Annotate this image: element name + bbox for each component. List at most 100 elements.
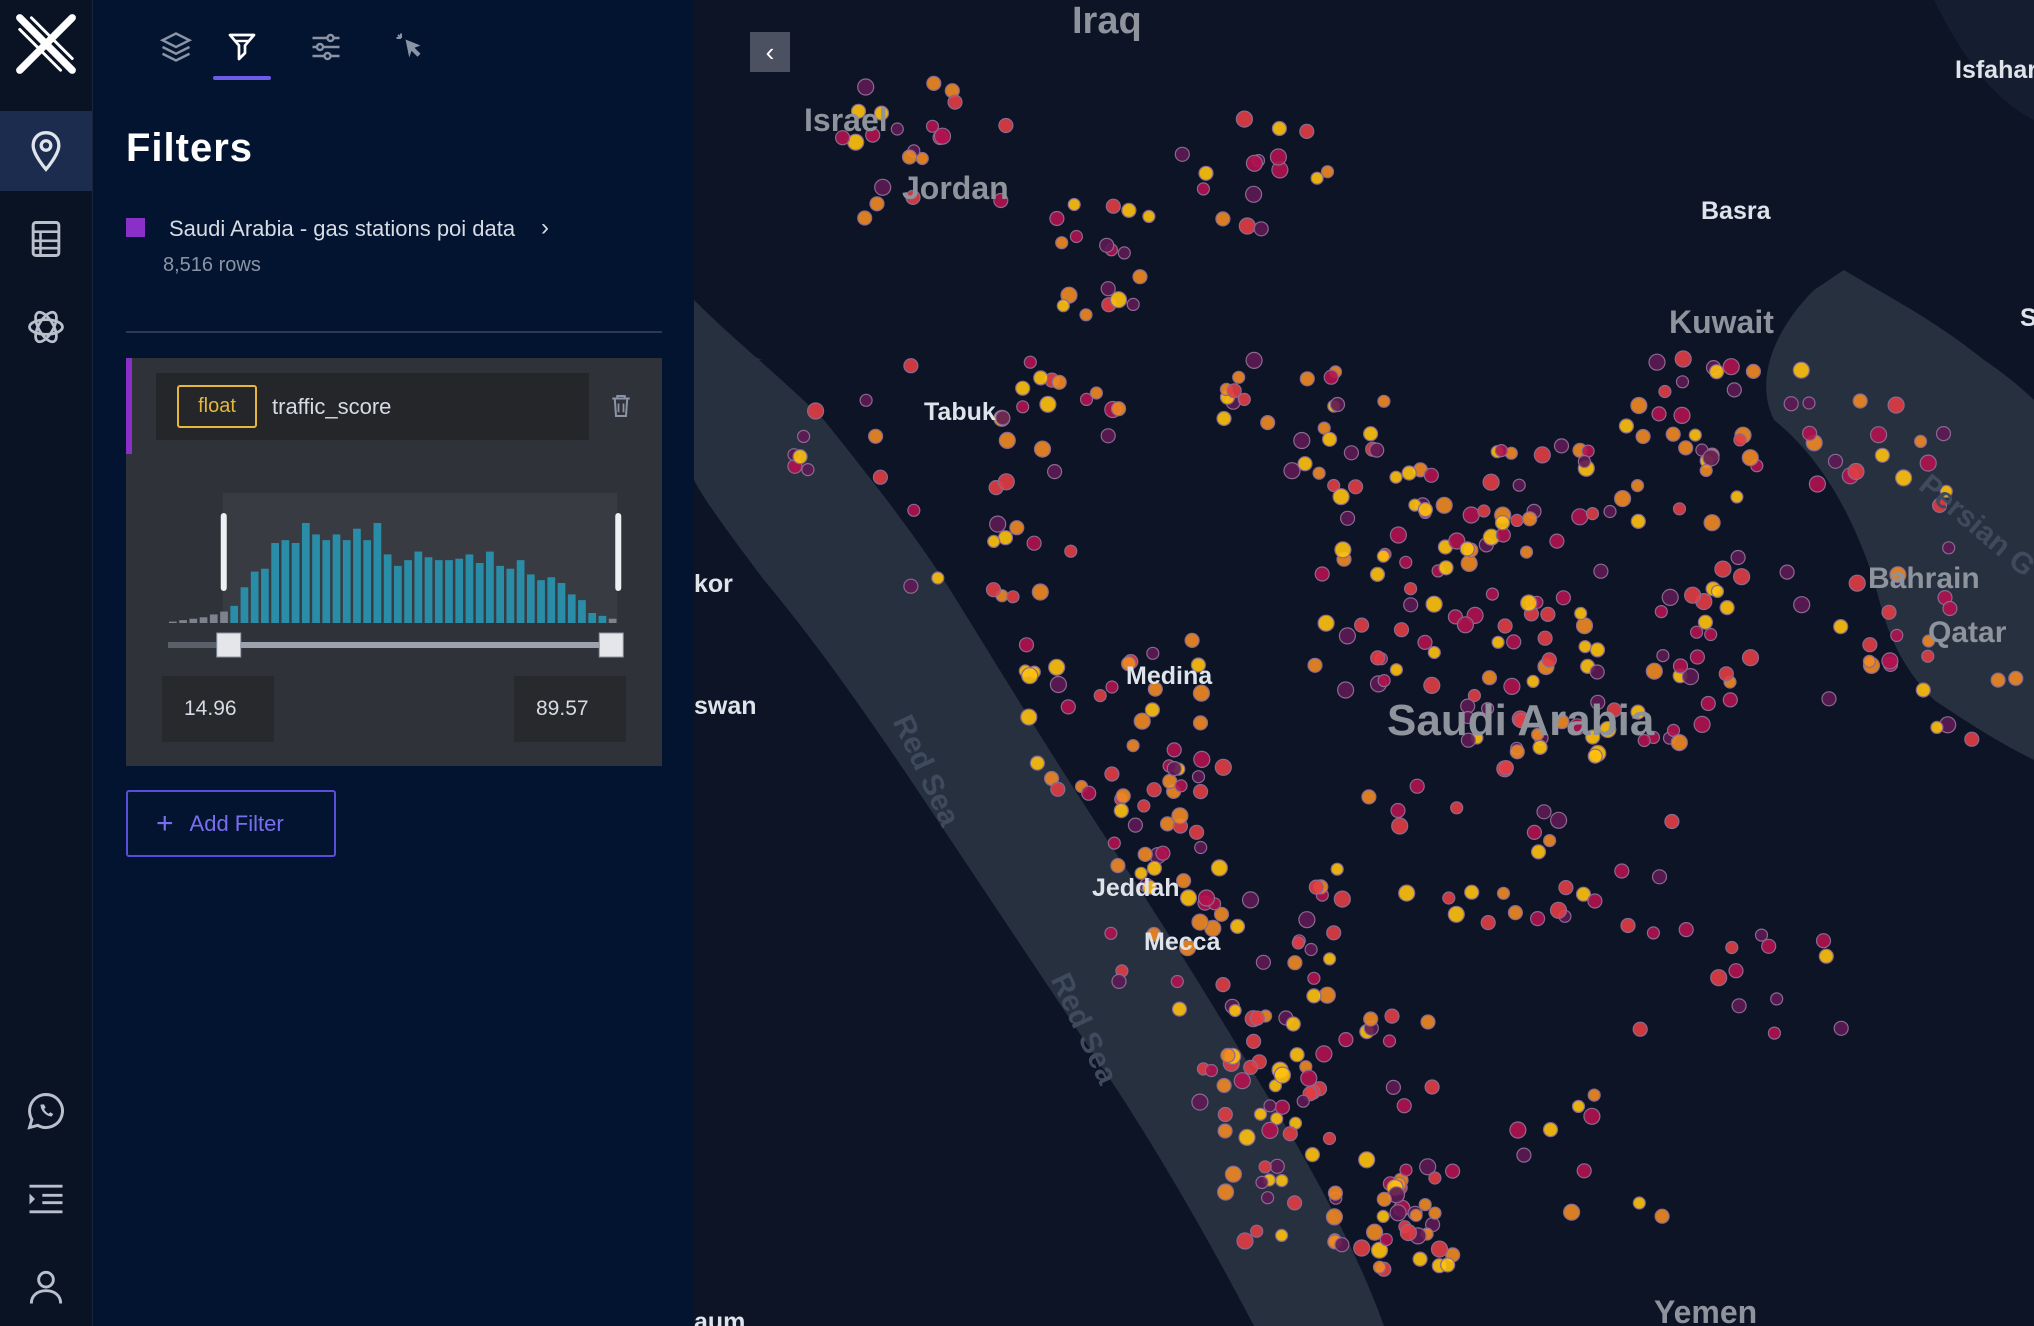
gas-station-point [1589,664,1605,680]
gas-station-point [1442,891,1456,905]
gas-station-point [1651,406,1667,422]
gas-station-point [987,534,1001,549]
gas-station-point [1630,704,1646,720]
gas-station-point [1307,971,1321,985]
gas-station-point [1111,401,1127,417]
gas-station-point [1658,384,1672,399]
gas-station-point [1055,236,1069,250]
gas-station-point [1179,939,1197,957]
gas-station-point [1881,652,1899,670]
gas-station-point [1214,758,1232,776]
gas-station-point [1271,120,1288,137]
gas-station-point [1307,657,1323,673]
settings-sliders-icon[interactable] [295,14,357,80]
gas-station-point [1334,541,1352,559]
gas-station-point [1111,973,1127,990]
gas-station-point [1237,392,1251,406]
filter-card: float traffic_score 14.96 89.57 [126,358,662,766]
filter-field-selector[interactable]: float traffic_score [156,373,589,440]
histogram-bar [169,621,177,623]
gas-station-point [1779,564,1795,580]
gas-station-point [1253,1107,1268,1121]
gas-station-point [1939,484,1953,498]
gas-station-point [1553,438,1570,454]
gas-station-point [1390,802,1406,819]
gas-station-point [1460,554,1478,573]
collapse-list-icon[interactable] [0,1159,92,1239]
gas-station-point [1497,618,1513,634]
histogram-bar [199,617,208,623]
gas-station-point [1618,418,1635,434]
chevron-right-icon[interactable]: › [541,214,549,241]
gas-station-point [890,122,904,136]
gas-station-point [1009,520,1025,536]
location-pin-icon[interactable] [0,111,92,191]
histogram-bar [271,543,279,623]
x-logo-icon[interactable] [0,0,92,88]
gas-station-point [1134,866,1148,880]
gas-station-point [1298,911,1316,929]
gas-station-point [1228,1003,1242,1018]
gas-station-point [1274,1228,1289,1243]
gas-station-point [1141,879,1157,895]
gas-station-point [1215,211,1231,227]
dataset-name-link[interactable]: Saudi Arabia - gas stations poi data [169,216,516,241]
gas-station-point [1942,541,1956,555]
histogram-bar [363,540,372,623]
add-filter-button[interactable]: + Add Filter [126,790,336,857]
gas-station-point [1132,269,1148,285]
ai-assistant-icon[interactable] [0,287,92,367]
gas-station-point [1306,988,1322,1004]
gas-station-point [947,94,963,110]
range-min-input[interactable]: 14.96 [162,676,274,742]
gas-station-point [1507,904,1524,921]
gas-station-point [933,127,952,145]
gas-station-point [1197,889,1216,907]
gas-station-point [1990,672,2006,688]
gas-station-point [1848,574,1866,592]
gas-station-point [1674,350,1692,368]
user-icon[interactable] [0,1247,92,1326]
gas-station-point [1243,1059,1259,1076]
gas-station-point [1238,1128,1256,1147]
gas-station-point [1050,781,1066,797]
histogram-bar [496,565,504,623]
gas-station-point [1672,502,1687,516]
range-max-input[interactable]: 89.57 [514,676,626,742]
histogram-bar [209,614,218,623]
gas-station-point [1847,462,1865,481]
gas-station-point [1425,595,1443,613]
gas-station-point [1593,563,1609,579]
filter-icon[interactable] [211,14,273,80]
gas-station-point [1224,1165,1243,1183]
table-icon[interactable] [0,199,92,279]
gas-station-point [1193,750,1211,769]
gas-station-point [1645,662,1663,680]
map-label-jeddah: Jeddah [1092,874,1180,902]
gas-station-point [1506,634,1522,650]
gas-station-point [1741,649,1760,667]
range-slider[interactable] [158,626,628,666]
gas-station-point [1536,804,1552,820]
gas-station-point [1827,453,1844,469]
histogram-bar [486,551,494,623]
gas-station-point [1792,361,1810,379]
gas-station-point [1554,714,1570,730]
gas-station-point [985,582,1002,598]
map-label-tabuk: Tabuk [924,398,996,426]
gas-station-point [1033,370,1049,386]
whatsapp-icon[interactable] [0,1071,92,1151]
gas-station-point [1526,674,1540,689]
trash-icon[interactable] [606,391,636,421]
collapse-panel-button[interactable]: ‹ [750,32,790,72]
gas-station-point [1362,426,1379,442]
gas-station-point [1417,502,1434,518]
gas-station-point [1919,454,1937,472]
histogram-bar [608,618,617,623]
map-view[interactable]: ‹ Iraq Israel Jordan Isfahar Basra Kuwai… [694,0,2034,1326]
gas-station-point [1869,426,1888,444]
layers-icon[interactable] [145,14,207,80]
gas-station-point [1314,566,1330,582]
gas-station-point [1578,639,1592,654]
cursor-click-icon[interactable] [379,14,441,80]
